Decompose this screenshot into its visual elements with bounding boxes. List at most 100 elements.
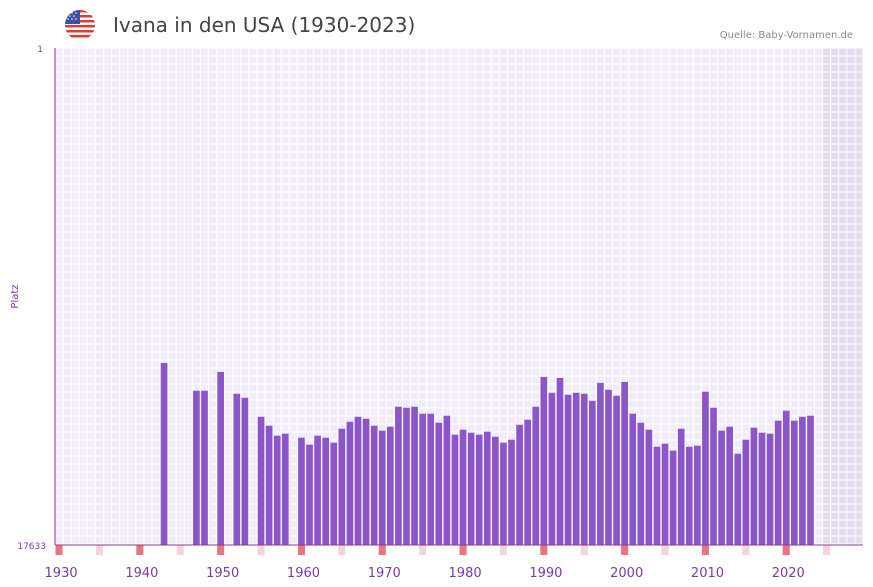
decade-marker bbox=[701, 545, 709, 555]
bar-1965 bbox=[346, 421, 354, 545]
bar-1947 bbox=[201, 390, 208, 545]
bar-1984 bbox=[500, 442, 507, 545]
midyear-marker bbox=[499, 545, 507, 555]
bar-1967 bbox=[362, 418, 370, 545]
bar-1968 bbox=[370, 425, 378, 545]
x-tick-label-1960: 1960 bbox=[287, 566, 320, 581]
bar-1994 bbox=[580, 393, 588, 545]
bar-2012 bbox=[726, 426, 734, 545]
bar-1992 bbox=[564, 394, 572, 545]
midyear-marker bbox=[95, 545, 103, 555]
midyear-marker bbox=[742, 545, 750, 555]
bar-1973 bbox=[411, 406, 418, 545]
x-tick-label-1970: 1970 bbox=[368, 566, 401, 581]
midyear-marker bbox=[257, 545, 265, 555]
bar-1952 bbox=[241, 397, 249, 545]
bar-1987 bbox=[524, 419, 532, 545]
bar-2022 bbox=[807, 415, 814, 545]
x-tick-label-2010: 2010 bbox=[691, 566, 724, 581]
bar-1980 bbox=[467, 432, 475, 545]
decade-marker bbox=[136, 545, 144, 555]
bar-2021 bbox=[799, 416, 806, 545]
bar-2010 bbox=[710, 407, 717, 545]
midyear-marker bbox=[419, 545, 427, 555]
midyear-marker bbox=[176, 545, 184, 555]
y-axis-title: Platz bbox=[10, 284, 21, 308]
source-credit: Quelle: Baby-Vornamen.de bbox=[719, 30, 853, 41]
bar-2019 bbox=[782, 410, 790, 545]
bar-1993 bbox=[572, 392, 580, 545]
bar-1966 bbox=[354, 416, 362, 545]
midyear-marker bbox=[580, 545, 588, 555]
bar-1996 bbox=[597, 382, 604, 545]
x-tick-label-2000: 2000 bbox=[610, 566, 643, 581]
decade-marker bbox=[459, 545, 467, 555]
decade-marker bbox=[217, 545, 225, 555]
bar-1962 bbox=[322, 437, 330, 545]
midyear-marker bbox=[338, 545, 346, 555]
bar-1963 bbox=[330, 442, 338, 545]
bar-2015 bbox=[750, 427, 758, 545]
bar-1982 bbox=[483, 431, 491, 545]
page-title: Ivana in den USA (1930-2023) bbox=[113, 13, 416, 37]
bar-2013 bbox=[734, 453, 742, 545]
bar-2011 bbox=[718, 430, 725, 545]
us-flag-icon bbox=[65, 10, 95, 40]
bar-1969 bbox=[378, 430, 386, 545]
y-tick-label-top: 1 bbox=[37, 45, 43, 55]
x-tick-label-1990: 1990 bbox=[529, 566, 562, 581]
bar-1998 bbox=[613, 395, 620, 545]
bar-2009 bbox=[702, 391, 709, 545]
bar-1970 bbox=[386, 426, 394, 545]
bar-1983 bbox=[492, 436, 499, 545]
decade-marker bbox=[378, 545, 386, 555]
bar-2005 bbox=[669, 450, 677, 545]
bar-1977 bbox=[443, 415, 451, 545]
bar-2002 bbox=[645, 429, 653, 545]
decade-marker bbox=[55, 545, 63, 555]
bar-1956 bbox=[273, 435, 281, 545]
bar-1976 bbox=[435, 422, 443, 545]
bar-2000 bbox=[629, 413, 637, 545]
bar-1946 bbox=[193, 390, 200, 545]
bar-1974 bbox=[419, 413, 426, 545]
bar-2008 bbox=[694, 445, 701, 545]
bar-1995 bbox=[588, 400, 596, 545]
bar-2018 bbox=[774, 420, 782, 545]
bar-1999 bbox=[621, 381, 628, 545]
bar-1981 bbox=[475, 434, 483, 545]
bar-1959 bbox=[298, 437, 305, 545]
bar-1991 bbox=[556, 377, 564, 545]
bar-2006 bbox=[677, 428, 685, 545]
bar-1990 bbox=[548, 392, 556, 545]
bar-1960 bbox=[306, 444, 313, 545]
bar-2001 bbox=[637, 422, 645, 545]
bar-1961 bbox=[314, 435, 321, 545]
decade-marker bbox=[297, 545, 305, 555]
decade-marker bbox=[621, 545, 629, 555]
x-tick-label-1980: 1980 bbox=[449, 566, 482, 581]
bar-1949 bbox=[217, 371, 224, 545]
bar-1978 bbox=[451, 434, 459, 545]
bar-2014 bbox=[742, 439, 750, 545]
bar-2007 bbox=[685, 446, 693, 545]
bar-2016 bbox=[758, 432, 766, 545]
bar-2020 bbox=[790, 420, 798, 545]
x-tick-label-1930: 1930 bbox=[45, 566, 78, 581]
y-tick-label-bottom: 17633 bbox=[17, 542, 46, 552]
midyear-marker bbox=[823, 545, 831, 555]
bar-1989 bbox=[540, 376, 548, 545]
bar-1972 bbox=[403, 407, 410, 545]
bar-1985 bbox=[508, 439, 515, 545]
bar-1964 bbox=[338, 428, 346, 545]
midyear-marker bbox=[661, 545, 669, 555]
bar-1954 bbox=[257, 416, 265, 545]
decade-marker bbox=[540, 545, 548, 555]
bar-1942 bbox=[160, 362, 168, 545]
bar-2017 bbox=[766, 433, 774, 545]
bar-1957 bbox=[281, 433, 289, 545]
bar-1955 bbox=[265, 425, 273, 545]
bar-1986 bbox=[516, 424, 523, 545]
x-tick-label-1950: 1950 bbox=[206, 566, 239, 581]
